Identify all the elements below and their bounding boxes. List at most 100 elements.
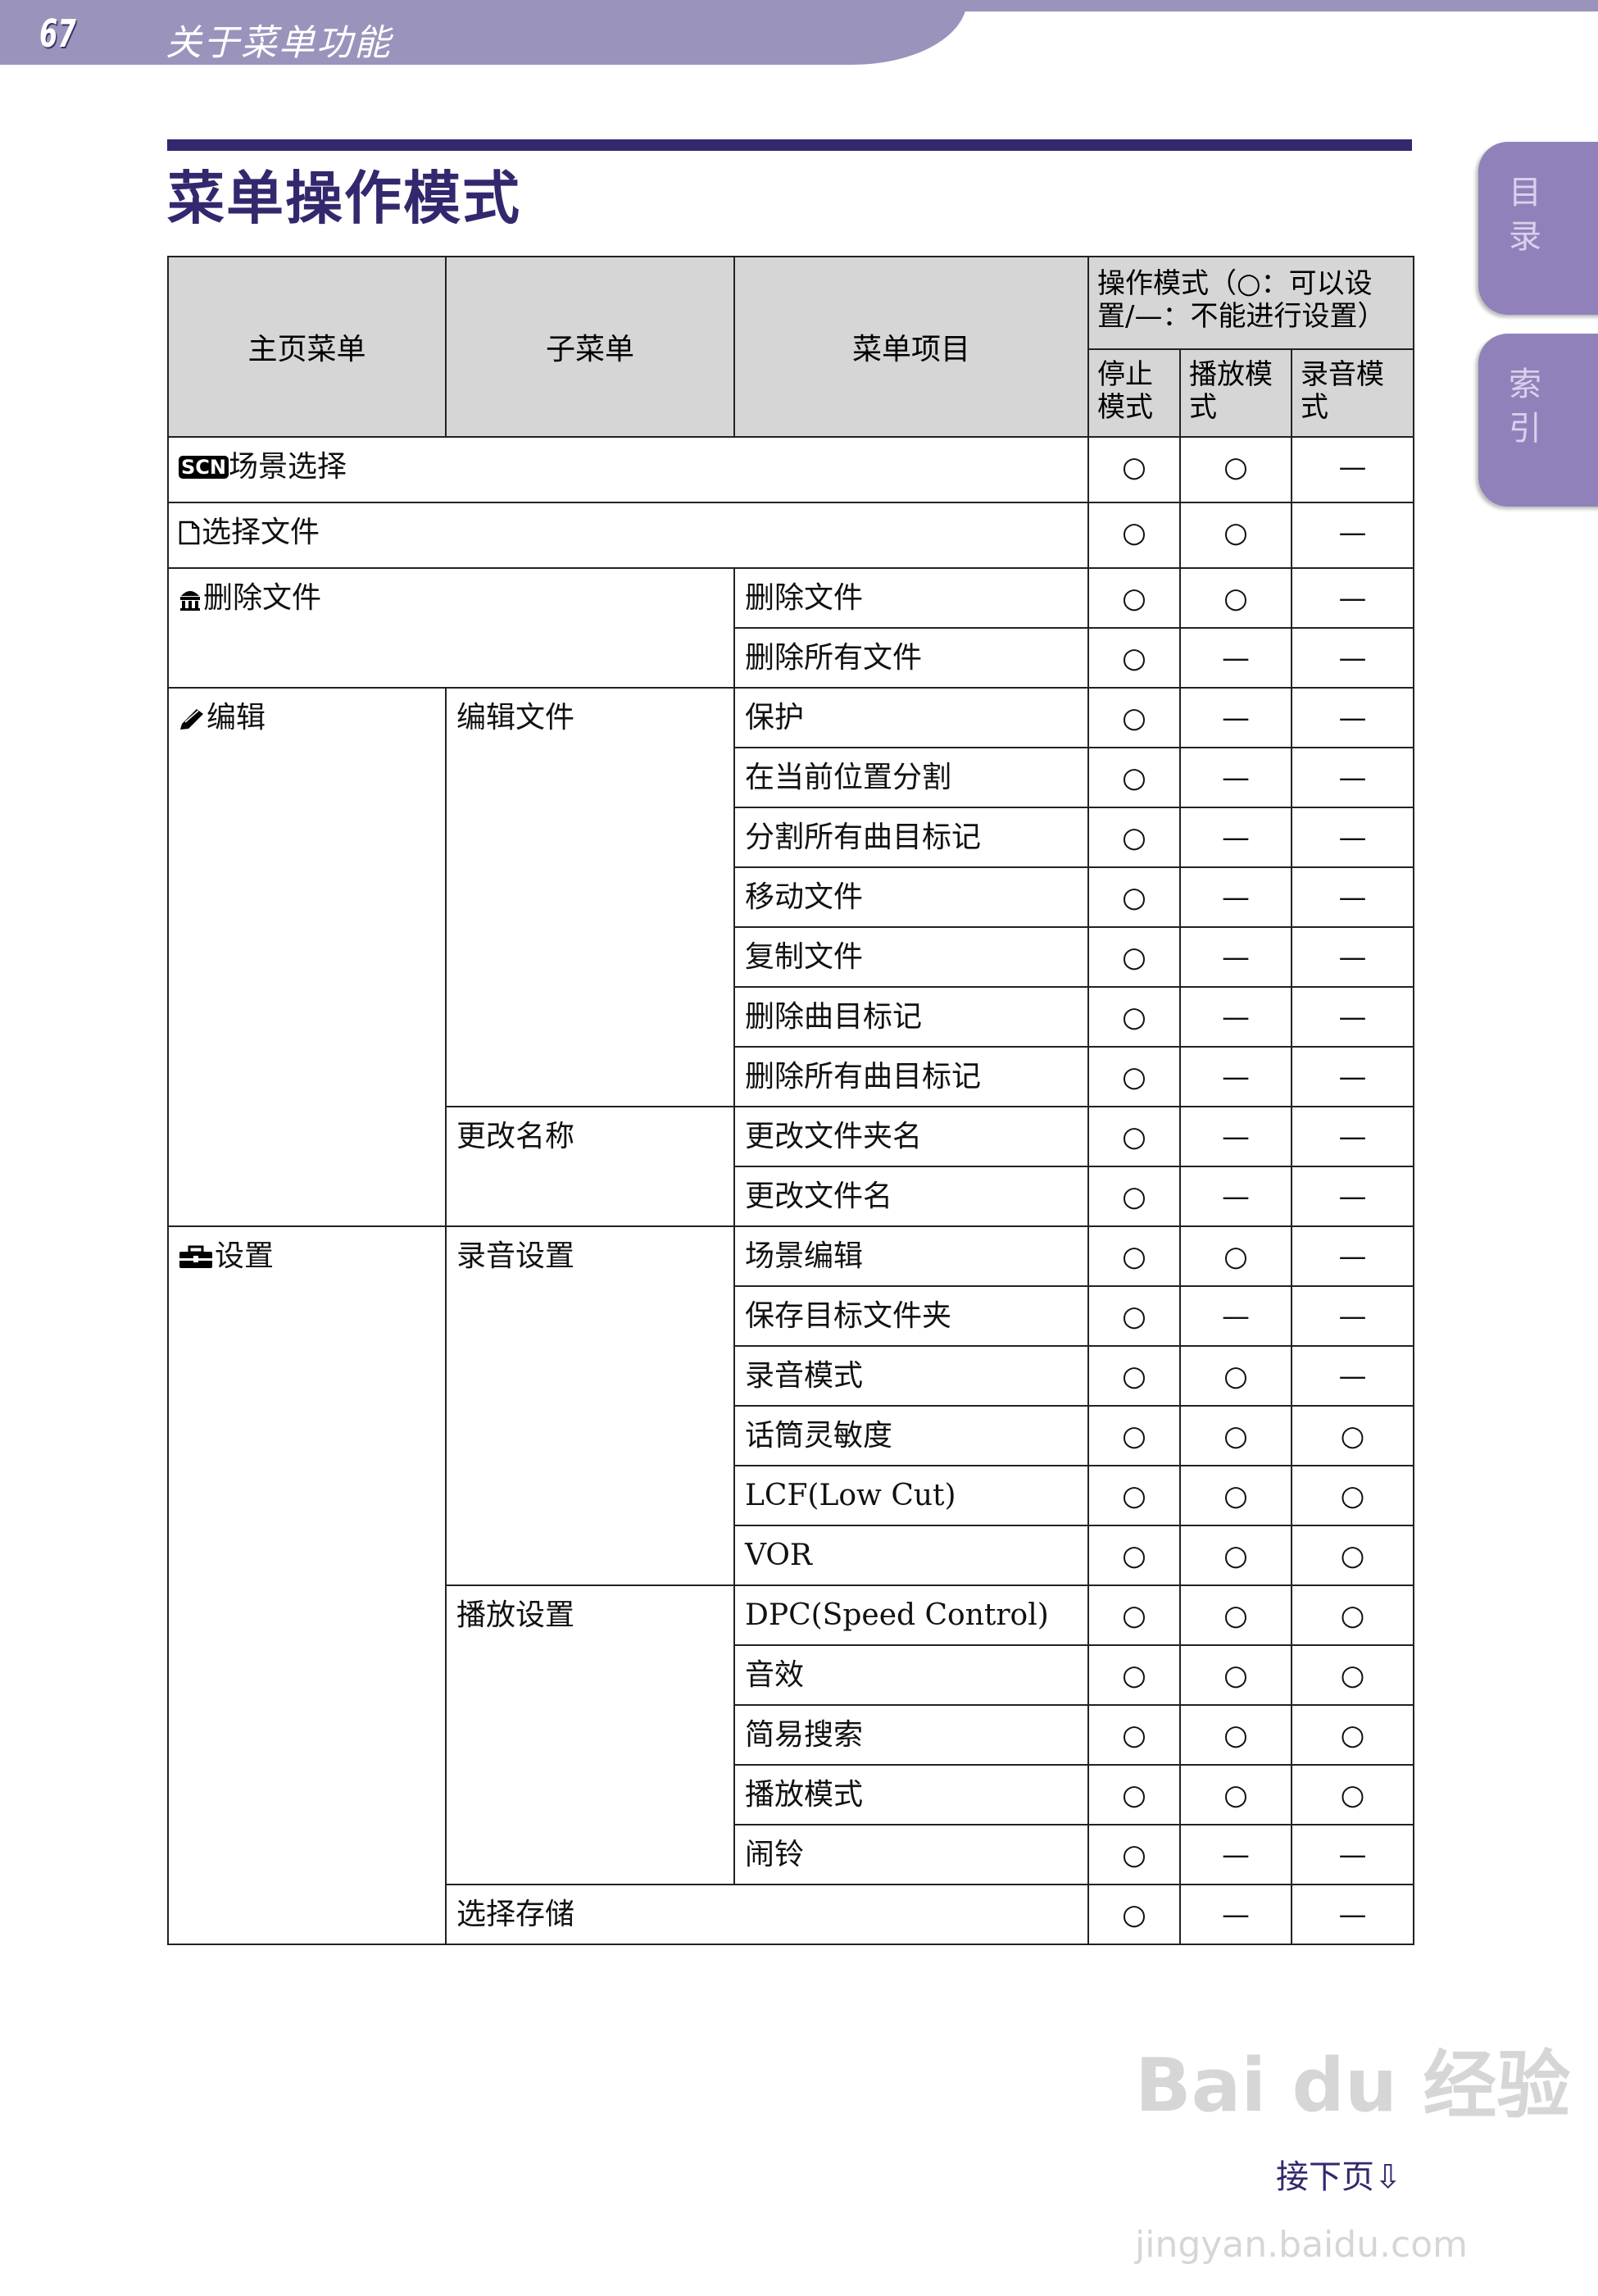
stop-mode-mark-label: ○: [1122, 762, 1146, 794]
table-row: LCF(Low Cut) ○ ○ ○: [168, 1465, 1414, 1526]
tab-contents-label: 目录: [1503, 175, 1541, 263]
play-mode-mark-label: —: [1222, 1300, 1250, 1333]
table-row: 选择文件 ○ ○ —: [167, 502, 1414, 569]
play-mode-mark-label: ○: [1223, 1779, 1248, 1812]
rec-mode-mark: —: [1291, 436, 1414, 503]
submenu-cell-label: 选择存储: [456, 1898, 575, 1931]
menu-item-cell: 音效: [733, 1644, 1089, 1706]
menu-item-cell: 简易搜索: [733, 1704, 1089, 1766]
menu-mode-table: 主页菜单 子菜单 菜单项目 操作模式（○：可以设置/—：不能进行设置） 停止模式…: [167, 256, 1414, 1945]
menu-item-cell: 场景编辑: [733, 1225, 1089, 1287]
header-operation-modes: 操作模式（○：可以设置/—：不能进行设置）: [1087, 256, 1414, 350]
stop-mode-mark: ○: [1087, 1225, 1181, 1287]
menu-item-cell-label: 话筒灵敏度: [745, 1419, 893, 1453]
menu-item-cell: 更改文件名: [733, 1166, 1089, 1227]
stop-mode-mark: ○: [1087, 1704, 1181, 1766]
play-mode-mark: —: [1179, 1285, 1292, 1347]
menu-item-cell-label: 删除文件: [745, 581, 864, 615]
menu-item-cell-label: 在当前位置分割: [745, 761, 952, 794]
stop-mode-mark: ○: [1087, 1525, 1181, 1586]
table-row: 设置 录音设置 场景编辑 ○ ○ —: [167, 1225, 1414, 1945]
rec-mode-mark-label: ○: [1340, 1719, 1365, 1752]
play-mode-mark-label: —: [1222, 1061, 1250, 1093]
menu-item-cell-label: 移动文件: [745, 880, 864, 914]
play-mode-mark: ○: [1179, 502, 1292, 569]
menu-item-cell-label: 复制文件: [745, 940, 864, 974]
stop-mode-mark: ○: [1087, 687, 1181, 748]
play-mode-mark-label: ○: [1223, 1420, 1248, 1453]
header-main-menu: 主页菜单: [167, 256, 447, 438]
rec-mode-mark: ○: [1291, 1764, 1414, 1825]
rec-mode-mark-label: —: [1338, 1839, 1367, 1871]
table-row: 播放设置 DPC(Speed Control) ○ ○ ○: [168, 1584, 1414, 1885]
rec-mode-mark-label: —: [1338, 1001, 1367, 1034]
rec-mode-mark-label: —: [1338, 1300, 1367, 1333]
stop-mode-mark-label: ○: [1122, 1659, 1146, 1692]
submenu-cell-label: 编辑文件: [456, 701, 575, 734]
rec-mode-mark-label: —: [1338, 516, 1367, 549]
stop-mode-mark-label: ○: [1122, 1240, 1146, 1273]
menu-item-cell: 在当前位置分割: [733, 747, 1089, 808]
stop-mode-mark-label: ○: [1122, 941, 1146, 974]
stop-mode-mark-label: ○: [1122, 1121, 1146, 1153]
play-mode-mark-label: ○: [1223, 1719, 1248, 1752]
next-page-link[interactable]: 接下页⇩: [1276, 2158, 1402, 2196]
header-stop-mode: 停止模式: [1087, 348, 1181, 438]
play-mode-mark: ○: [1179, 1405, 1292, 1466]
table-body: SCN场景选择 ○ ○ — 选择文件 ○ ○ — 删除文件 删除文件 ○ ○ — 删除所有文件 ○ — — 编辑编…: [167, 436, 1414, 1945]
rec-mode-mark-label: ○: [1340, 1480, 1365, 1512]
tab-index[interactable]: 索引: [1478, 334, 1598, 507]
rec-mode-mark: ○: [1291, 1405, 1414, 1466]
table-row: 复制文件 ○ — —: [168, 926, 1414, 988]
title-rule: [167, 139, 1412, 151]
play-mode-mark-label: ○: [1223, 582, 1248, 615]
stop-mode-mark-label: ○: [1122, 1839, 1146, 1871]
stop-mode-mark-label: ○: [1122, 1420, 1146, 1453]
play-mode-mark-label: ○: [1223, 1240, 1248, 1273]
rec-mode-mark-label: —: [1338, 582, 1367, 615]
page-number: 67: [39, 11, 76, 56]
play-mode-mark: —: [1179, 747, 1292, 808]
stop-mode-mark-label: ○: [1122, 451, 1146, 484]
play-mode-mark: —: [1179, 1046, 1292, 1107]
stop-mode-mark: ○: [1087, 866, 1181, 928]
rec-mode-mark: —: [1291, 1106, 1414, 1167]
main-menu-cell: SCN场景选择: [167, 436, 1089, 503]
stop-mode-mark-label: ○: [1122, 1180, 1146, 1213]
header-submenu: 子菜单: [445, 256, 735, 438]
menu-item-cell-label: 播放模式: [745, 1778, 864, 1812]
stop-mode-mark-label: ○: [1122, 1599, 1146, 1632]
play-mode-mark: ○: [1179, 1465, 1292, 1526]
table-row: 播放模式 ○ ○ ○: [168, 1764, 1414, 1825]
rec-mode-mark: —: [1291, 1046, 1414, 1107]
rec-mode-mark: ○: [1291, 1465, 1414, 1526]
menu-item-cell: 删除文件: [733, 567, 1089, 629]
main-menu-cell-label: 设置: [215, 1239, 275, 1273]
rec-mode-mark-label: —: [1338, 1061, 1367, 1093]
play-mode-mark: —: [1179, 1106, 1292, 1167]
play-mode-mark-label: —: [1222, 1898, 1250, 1931]
header-rec-mode: 录音模式: [1291, 348, 1414, 438]
stop-mode-mark: ○: [1087, 807, 1181, 868]
menu-item-cell-label: 保存目标文件夹: [745, 1299, 952, 1333]
play-mode-mark: ○: [1179, 1525, 1292, 1586]
header-bar: [0, 0, 967, 65]
stop-mode-mark-label: ○: [1122, 1360, 1146, 1393]
pencil-icon: [179, 701, 207, 734]
rec-mode-mark: —: [1291, 807, 1414, 868]
stop-mode-mark: ○: [1087, 1644, 1181, 1706]
stop-mode-mark-label: ○: [1122, 1898, 1146, 1931]
play-mode-mark-label: ○: [1223, 1539, 1248, 1572]
tab-contents[interactable]: 目录: [1478, 142, 1598, 315]
stop-mode-mark: ○: [1087, 926, 1181, 988]
main-menu-cell: 删除文件: [167, 567, 735, 689]
table-row: 录音模式 ○ ○ —: [168, 1345, 1414, 1407]
play-mode-mark: ○: [1179, 1644, 1292, 1706]
main-menu-cell: 编辑: [167, 687, 447, 1227]
scn-icon: SCN: [179, 456, 229, 479]
table-row: 选择存储 ○ — —: [168, 1884, 1414, 1945]
play-mode-mark-label: —: [1222, 881, 1250, 914]
menu-item-cell-label: 保护: [745, 701, 805, 734]
play-mode-mark: —: [1179, 1884, 1292, 1945]
stop-mode-mark-label: ○: [1122, 582, 1146, 615]
